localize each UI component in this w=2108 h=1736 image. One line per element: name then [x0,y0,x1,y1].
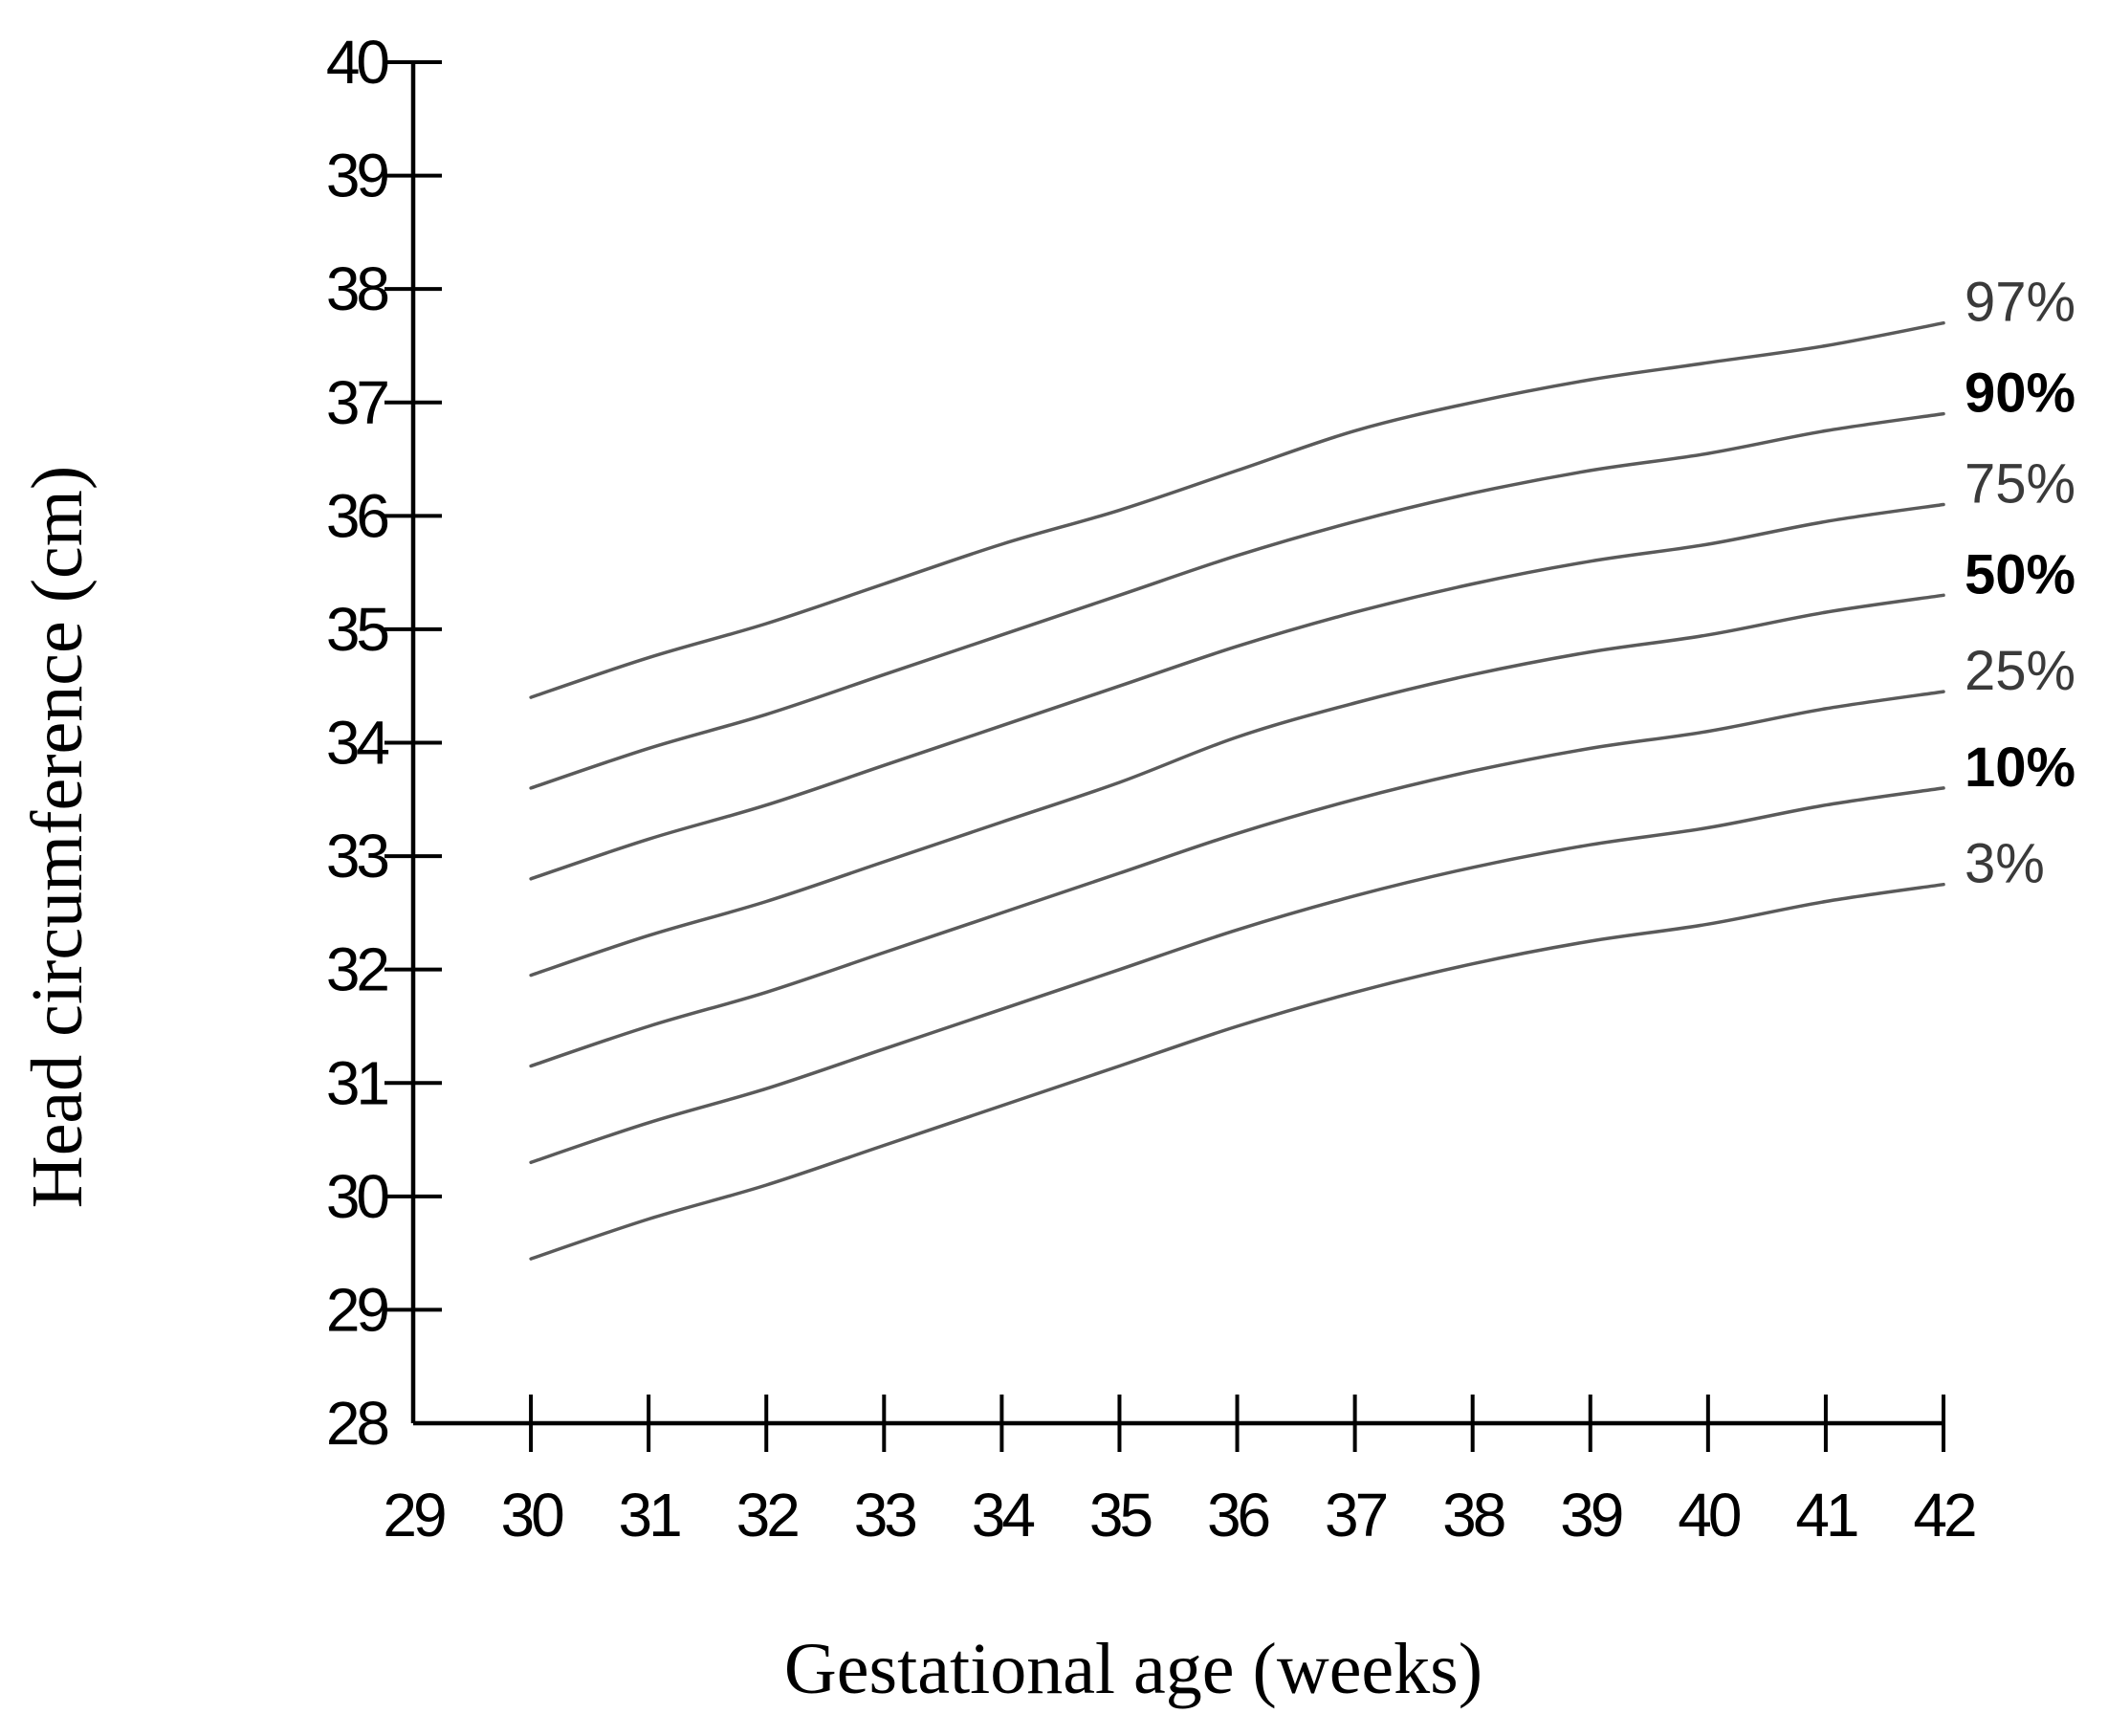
y-tick-label: 40 [326,28,389,97]
x-tick-label: 41 [1795,1481,1857,1549]
y-tick-label: 37 [326,368,388,437]
y-tick-label: 38 [326,254,388,323]
y-tick-label: 33 [326,822,388,890]
series-line-3pct [529,882,1945,1261]
x-tick-label: 29 [383,1481,445,1549]
percentile-series [529,320,1945,1261]
y-tick-label: 35 [326,595,388,664]
y-tick-label: 36 [326,481,388,550]
series-label-50pct: 50% [1965,543,2075,605]
y-tick-label: 34 [326,709,389,778]
y-tick-label: 39 [326,142,388,210]
series-line-10pct [529,786,1945,1165]
series-line-90pct [529,411,1945,790]
series-line-97pct [529,320,1945,699]
series-line-50pct [529,593,1945,978]
x-tick-label: 36 [1207,1481,1269,1549]
x-tick-label: 40 [1678,1481,1741,1549]
x-tick-label: 31 [619,1481,681,1549]
x-tick-label: 32 [736,1481,799,1549]
series-label-3pct: 3% [1965,833,2045,895]
x-tick-label: 35 [1089,1481,1152,1549]
series-line-25pct [529,690,1945,1068]
series-label-75pct: 75% [1965,452,2075,515]
y-tick-label: 32 [326,935,388,1004]
series-label-97pct: 97% [1965,272,2075,334]
series-label-10pct: 10% [1965,736,2075,799]
x-tick-label: 30 [500,1481,563,1549]
y-tick-label: 31 [326,1048,388,1117]
y-tick-label: 29 [326,1275,388,1344]
x-tick-label: 34 [972,1481,1035,1549]
y-tick-label: 28 [326,1389,388,1458]
x-tick-label: 37 [1325,1481,1387,1549]
x-tick-label: 39 [1560,1481,1622,1549]
series-label-25pct: 25% [1965,640,2075,702]
x-axis: 29 30 31 32 33 34 35 36 37 38 39 40 41 42 [383,1395,1979,1549]
series-labels: 97% 90% 75% 50% 25% 10% 3% [1965,272,2075,895]
x-tick-label: 42 [1913,1481,1975,1549]
x-axis-title: Gestational age (weeks) [784,1629,1482,1709]
x-tick-label: 33 [854,1481,916,1549]
series-line-75pct [529,502,1945,881]
y-tick-label: 30 [326,1162,389,1231]
series-label-90pct: 90% [1965,363,2075,425]
y-axis: 28 29 30 31 32 33 34 35 36 37 38 39 40 [326,28,442,1458]
x-tick-label: 38 [1442,1481,1504,1549]
y-axis-title: Head circumference (cm) [17,466,98,1208]
